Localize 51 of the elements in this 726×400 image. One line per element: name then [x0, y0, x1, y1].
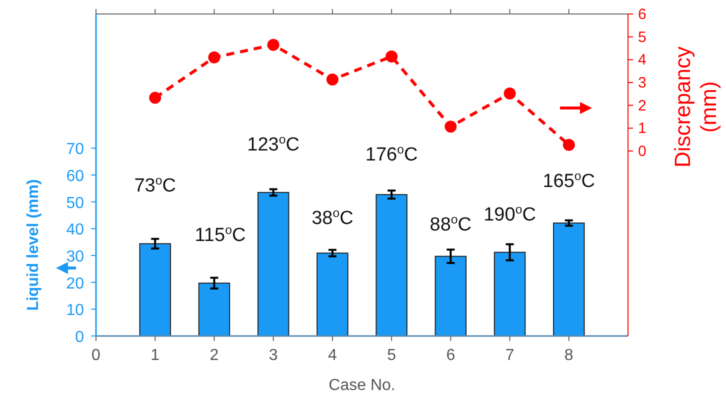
annotation: 176$^{o}$C: [365, 142, 418, 166]
annotation: 73$^{o}$C: [134, 174, 176, 197]
point: [208, 51, 220, 64]
x-tick-label: 4: [328, 347, 337, 364]
y-axis-title: Liquid level (mm): [25, 179, 42, 311]
annotation: 165$^{o}$C: [542, 169, 596, 192]
y2-tick-label: 0: [638, 143, 646, 160]
x-tick-label: 0: [92, 347, 101, 364]
annotation: 115$^{o}$C: [194, 223, 246, 246]
y2-tick-label: 3: [638, 74, 646, 92]
y2-tick-label: 6: [638, 6, 646, 23]
bar: [316, 252, 348, 336]
y2-tick-label: 5: [638, 28, 646, 46]
y-tick-label: 0: [75, 329, 84, 346]
y-tick-label: 60: [66, 168, 84, 185]
bar: [198, 282, 230, 336]
x-tick-label: 3: [268, 347, 278, 364]
y-tick-label: 20: [66, 275, 84, 292]
bar: [434, 256, 467, 336]
point: [267, 38, 280, 51]
y-tick-label: 70: [66, 141, 84, 158]
y-tick-label: 10: [66, 302, 84, 320]
y2-axis-title: Discrepancy (mm): [670, 46, 721, 168]
annotation: 38$^{o}$C: [312, 206, 354, 230]
point: [326, 74, 338, 86]
x-tick-label: 5: [387, 347, 396, 364]
point: [504, 87, 516, 100]
annotation: 88$^{o}$C: [430, 212, 472, 236]
bar: [257, 192, 290, 336]
y-tick-label: 50: [66, 194, 84, 212]
y2-tick-label: 2: [638, 97, 646, 114]
point: [562, 138, 575, 151]
bar: [139, 243, 171, 336]
x-axis-title: Case No.: [328, 377, 396, 394]
bar: [553, 222, 585, 336]
x-tick-label: 6: [446, 347, 456, 364]
x-tick-label: 2: [210, 347, 219, 364]
point: [386, 50, 398, 62]
point: [149, 92, 162, 104]
annotation: 123$^{o}$C: [247, 132, 300, 156]
point: [444, 120, 457, 133]
y2-tick-label: 4: [638, 52, 646, 69]
y-tick-label: 40: [66, 222, 84, 239]
y-tick-label: 30: [66, 248, 84, 266]
bar: [494, 252, 526, 336]
x-tick-label: 8: [564, 347, 574, 364]
annotation: 190$^{o}$C: [484, 202, 536, 226]
x-tick-label: 7: [505, 347, 514, 364]
y2-tick-label: 1: [638, 120, 646, 138]
x-tick-label: 1: [150, 347, 160, 364]
bar: [376, 194, 408, 336]
